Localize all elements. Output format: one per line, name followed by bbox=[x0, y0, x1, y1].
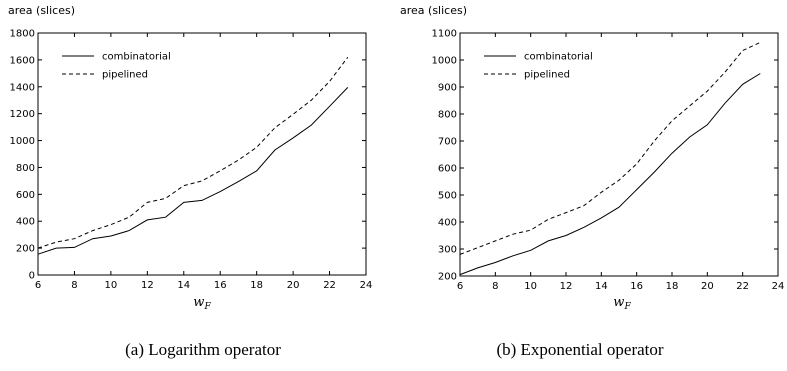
x-tick-label: 22 bbox=[736, 281, 749, 292]
y-tick-label: 600 bbox=[438, 164, 457, 175]
series-line-combinatorial bbox=[37, 87, 349, 255]
x-tick-label: 8 bbox=[71, 280, 77, 291]
x-tick-label: 20 bbox=[701, 281, 714, 292]
x-tick-label: 6 bbox=[35, 280, 41, 291]
y-tick-label: 400 bbox=[16, 217, 35, 228]
y-tick-label: 1400 bbox=[10, 82, 35, 93]
x-tick-label: 24 bbox=[360, 280, 373, 291]
y-tick-label: 0 bbox=[29, 271, 35, 282]
y-axis-title: area (slices) bbox=[400, 4, 467, 17]
y-tick-label: 1000 bbox=[432, 56, 457, 67]
plot-frame bbox=[37, 32, 367, 276]
y-axis-title: area (slices) bbox=[8, 4, 75, 17]
y-tick-label: 800 bbox=[438, 110, 457, 121]
x-tick-label: 20 bbox=[287, 280, 300, 291]
y-tick-label: 400 bbox=[438, 218, 457, 229]
x-tick-label: 16 bbox=[630, 281, 643, 292]
caption-exponential: (b) Exponential operator bbox=[496, 340, 664, 359]
y-tick-label: 1600 bbox=[10, 55, 35, 66]
x-tick-label: 8 bbox=[492, 281, 498, 292]
x-axis-title: wF bbox=[193, 295, 211, 312]
plot-area: 6 8 10 12 14 16 18 20 22 24 0 200 400 600 800 1000 1200 1… bbox=[10, 29, 373, 292]
exponential-chart: area (slices) wF 6 8 10 12 14 16 18 20 22 24 200 30… bbox=[400, 4, 785, 312]
caption-logarithm: (a) Logarithm operator bbox=[125, 340, 281, 359]
y-tick-label: 900 bbox=[438, 83, 457, 94]
y-tick-label: 200 bbox=[438, 272, 457, 283]
x-tick-label: 18 bbox=[666, 281, 679, 292]
y-tick-label: 200 bbox=[16, 244, 35, 255]
y-tick-label: 700 bbox=[438, 137, 457, 148]
y-tick-label: 1800 bbox=[10, 29, 35, 40]
legend-label-pipelined: pipelined bbox=[524, 70, 570, 81]
legend-label-combinatorial: combinatorial bbox=[524, 52, 593, 63]
x-tick-label: 14 bbox=[595, 281, 608, 292]
series-line-combinatorial bbox=[459, 73, 761, 276]
x-tick-label: 12 bbox=[141, 280, 154, 291]
x-tick-label: 14 bbox=[177, 280, 190, 291]
x-tick-label: 10 bbox=[524, 281, 537, 292]
x-tick-label: 10 bbox=[105, 280, 118, 291]
x-tick-label: 24 bbox=[772, 281, 785, 292]
x-tick-label: 16 bbox=[214, 280, 227, 291]
legend-label-combinatorial: combinatorial bbox=[102, 52, 171, 63]
y-tick-label: 300 bbox=[438, 245, 457, 256]
legend-label-pipelined: pipelined bbox=[102, 70, 148, 81]
y-tick-label: 1100 bbox=[432, 29, 457, 40]
y-tick-label: 500 bbox=[438, 191, 457, 202]
plot-area: 6 8 10 12 14 16 18 20 22 24 200 300 400 500 600 700 800 9… bbox=[432, 29, 785, 293]
y-tick-label: 1200 bbox=[10, 109, 35, 120]
x-tick-label: 12 bbox=[560, 281, 573, 292]
x-tick-label: 22 bbox=[323, 280, 336, 291]
y-tick-label: 800 bbox=[16, 163, 35, 174]
series-line-pipelined bbox=[37, 56, 349, 249]
x-axis-title: wF bbox=[613, 295, 631, 312]
x-tick-label: 18 bbox=[250, 280, 263, 291]
x-tick-label: 6 bbox=[457, 281, 463, 292]
plot-frame bbox=[459, 32, 779, 277]
y-tick-label: 1000 bbox=[10, 136, 35, 147]
logarithm-chart: area (slices) wF 6 8 10 12 14 16 18 20 22 24 0 200 4… bbox=[8, 4, 373, 312]
y-tick-label: 600 bbox=[16, 190, 35, 201]
